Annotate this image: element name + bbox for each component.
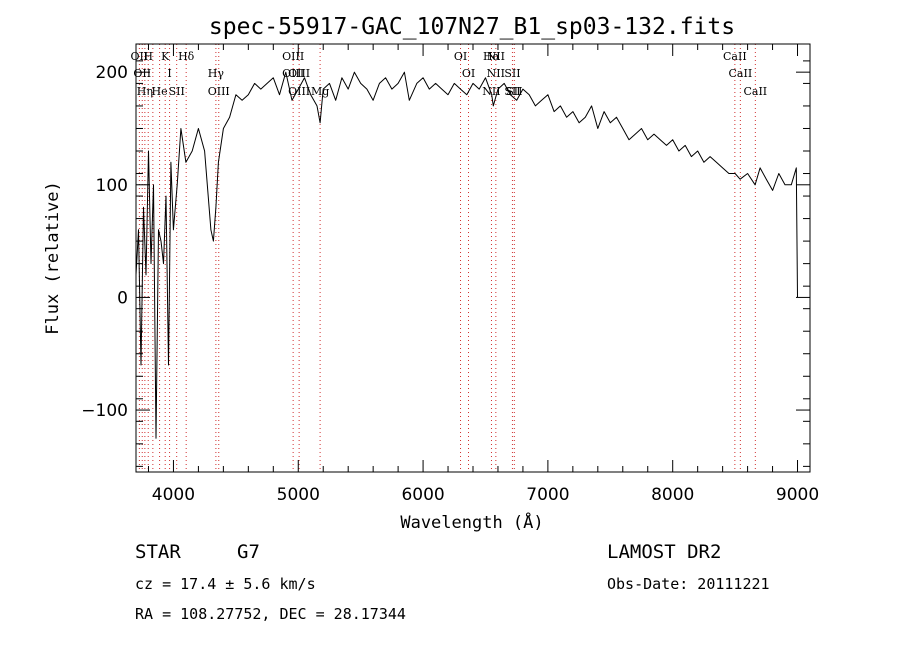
line-marker-label: SII [504, 85, 520, 98]
line-marker-label: Mg [311, 85, 329, 98]
survey-name: LAMOST DR2 [607, 541, 722, 563]
spectral-subclass: G7 [237, 541, 260, 563]
line-marker-label: OIII [208, 85, 230, 98]
line-marker-label: OIII [288, 67, 310, 80]
line-marker-label: OIII [282, 67, 304, 80]
observation-date: Obs-Date: 20111221 [607, 575, 770, 593]
x-tick-label: 9000 [776, 485, 819, 505]
line-marker-label: K [161, 50, 170, 63]
plot-frame [135, 43, 811, 473]
line-marker-label: H [143, 50, 153, 63]
y-tick-label: −100 [81, 401, 128, 421]
y-axis-ticks: −100 0 100 200 [81, 60, 810, 467]
x-axis-ticks: 4000 5000 6000 7000 8000 9000 [147, 44, 819, 505]
line-marker-label: CaII [743, 85, 767, 98]
line-marker-label: NII [487, 50, 505, 63]
line-marker-label: SII [504, 67, 520, 80]
sky-coordinates: RA = 108.27752, DEC = 28.17344 [135, 605, 406, 623]
x-tick-label: 4000 [152, 485, 195, 505]
spectral-line-labels: OIIOIIHηHHeKISIIHδHγOIIIOIIIOIIIOIIIOIII… [131, 50, 768, 98]
line-marker-label: NII [487, 67, 505, 80]
redshift-value: cz = 17.4 ± 5.6 km/s [135, 575, 316, 593]
x-tick-label: 7000 [526, 485, 569, 505]
y-axis-label: Flux (relative) [43, 181, 63, 335]
x-tick-label: 6000 [401, 485, 444, 505]
line-marker-label: Hα [483, 50, 501, 63]
x-axis-label: Wavelength (Å) [400, 511, 543, 533]
line-marker-label: I [167, 67, 171, 80]
line-marker-label: CaII [723, 50, 747, 63]
x-tick-label: 8000 [651, 485, 694, 505]
chart-title: spec-55917-GAC_107N27_B1_sp03-132.fits [209, 14, 735, 40]
line-marker-label: OI [454, 50, 467, 63]
line-marker-label: OII [131, 50, 149, 63]
x-tick-label: 5000 [277, 485, 320, 505]
line-marker-label: OIII [288, 85, 310, 98]
spectrum-line [135, 71, 798, 439]
y-tick-label: 0 [117, 288, 128, 308]
line-marker-label: OIII [282, 50, 304, 63]
line-marker-label: Hγ [208, 67, 225, 80]
y-tick-label: 100 [96, 176, 128, 196]
line-marker-label: Hδ [178, 50, 195, 63]
line-marker-label: He [152, 85, 168, 98]
line-marker-label: SII [169, 85, 185, 98]
object-class: STAR [135, 541, 181, 563]
spectral-line-markers [138, 44, 756, 472]
y-tick-label: 200 [96, 63, 128, 83]
line-marker-label: Hη [137, 85, 153, 98]
line-marker-label: CaII [729, 67, 753, 80]
line-marker-label: OI [462, 67, 475, 80]
line-marker-label: OII [133, 67, 151, 80]
